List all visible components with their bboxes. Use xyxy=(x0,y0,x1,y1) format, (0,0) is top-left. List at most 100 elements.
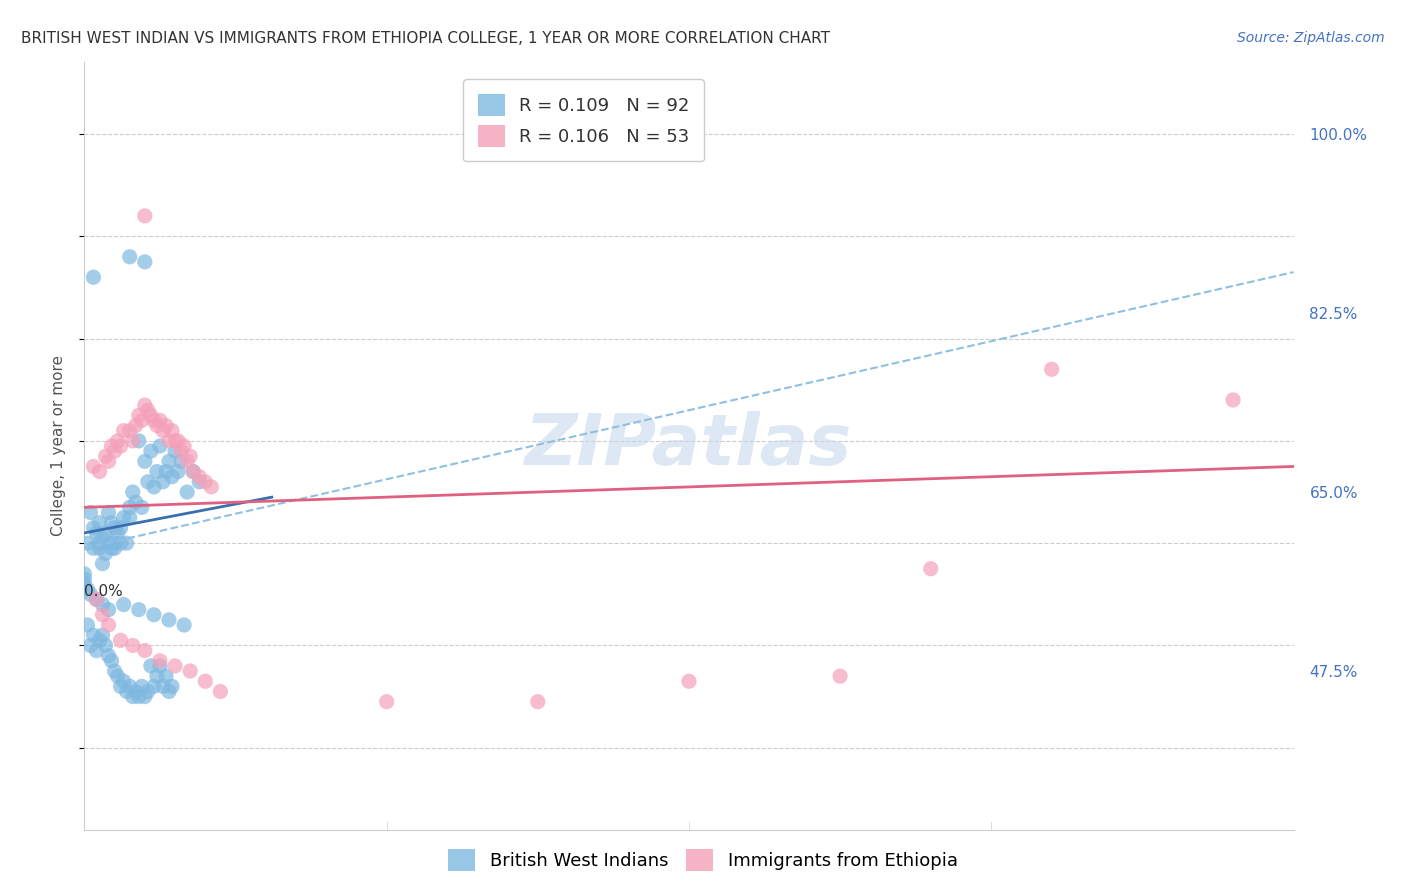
Point xyxy=(112,674,135,689)
Point xyxy=(134,398,156,412)
Point xyxy=(82,270,104,285)
Point xyxy=(121,690,143,704)
Point xyxy=(134,454,156,468)
Point xyxy=(94,525,117,540)
Point xyxy=(121,485,143,500)
Point xyxy=(76,618,98,632)
Text: BRITISH WEST INDIAN VS IMMIGRANTS FROM ETHIOPIA COLLEGE, 1 YEAR OR MORE CORRELAT: BRITISH WEST INDIAN VS IMMIGRANTS FROM E… xyxy=(21,31,830,46)
Point xyxy=(157,434,180,448)
Point xyxy=(89,516,111,530)
Point xyxy=(146,669,169,683)
Point xyxy=(118,500,141,515)
Point xyxy=(142,480,165,494)
Point xyxy=(107,669,129,683)
Point xyxy=(136,475,159,489)
Point xyxy=(121,639,143,653)
Point xyxy=(920,562,942,576)
Point xyxy=(194,674,217,689)
Point xyxy=(176,454,198,468)
Point xyxy=(146,418,169,433)
Point xyxy=(97,536,120,550)
Point xyxy=(112,424,135,438)
Text: Source: ZipAtlas.com: Source: ZipAtlas.com xyxy=(1237,31,1385,45)
Point xyxy=(118,424,141,438)
Point xyxy=(170,454,193,468)
Point xyxy=(100,516,122,530)
Point xyxy=(104,444,127,458)
Point xyxy=(134,209,156,223)
Point xyxy=(173,439,195,453)
Point xyxy=(165,434,187,448)
Point xyxy=(142,679,165,693)
Point xyxy=(188,469,211,483)
Point xyxy=(89,536,111,550)
Point xyxy=(97,454,120,468)
Y-axis label: College, 1 year or more: College, 1 year or more xyxy=(51,356,66,536)
Point xyxy=(128,690,150,704)
Point xyxy=(209,684,232,698)
Point xyxy=(1040,362,1063,376)
Point xyxy=(91,607,114,622)
Point xyxy=(76,536,98,550)
Point xyxy=(194,475,217,489)
Point xyxy=(136,684,159,698)
Point xyxy=(82,628,104,642)
Point xyxy=(157,613,180,627)
Point xyxy=(173,618,195,632)
Point xyxy=(152,424,174,438)
Point xyxy=(157,454,180,468)
Point xyxy=(97,618,120,632)
Point xyxy=(107,434,129,448)
Point xyxy=(165,659,187,673)
Point xyxy=(155,669,177,683)
Point xyxy=(110,536,132,550)
Point xyxy=(104,541,127,556)
Point xyxy=(134,643,156,657)
Point xyxy=(79,639,101,653)
Point xyxy=(112,510,135,524)
Point xyxy=(139,659,162,673)
Point xyxy=(82,459,104,474)
Point xyxy=(89,633,111,648)
Point xyxy=(155,418,177,433)
Point xyxy=(86,592,108,607)
Point xyxy=(94,546,117,560)
Point xyxy=(139,409,162,423)
Point xyxy=(86,643,108,657)
Point xyxy=(79,587,101,601)
Point xyxy=(176,485,198,500)
Point xyxy=(73,577,96,591)
Point xyxy=(104,664,127,678)
Point xyxy=(160,679,183,693)
Point xyxy=(152,679,174,693)
Point xyxy=(82,541,104,556)
Point xyxy=(128,602,150,616)
Point xyxy=(149,659,172,673)
Point xyxy=(179,664,201,678)
Point xyxy=(118,250,141,264)
Point xyxy=(160,469,183,483)
Point xyxy=(115,536,138,550)
Point xyxy=(89,541,111,556)
Point xyxy=(110,439,132,453)
Point xyxy=(73,566,96,581)
Point xyxy=(142,413,165,427)
Point xyxy=(165,444,187,458)
Point xyxy=(86,525,108,540)
Point xyxy=(136,403,159,417)
Point xyxy=(91,557,114,571)
Point xyxy=(128,434,150,448)
Point xyxy=(139,444,162,458)
Point xyxy=(131,679,153,693)
Point xyxy=(125,418,148,433)
Point xyxy=(91,628,114,642)
Point xyxy=(678,674,700,689)
Point xyxy=(97,602,120,616)
Point xyxy=(94,449,117,463)
Point xyxy=(167,465,190,479)
Point xyxy=(104,521,127,535)
Point xyxy=(115,684,138,698)
Point xyxy=(118,510,141,524)
Point xyxy=(181,465,204,479)
Point xyxy=(125,684,148,698)
